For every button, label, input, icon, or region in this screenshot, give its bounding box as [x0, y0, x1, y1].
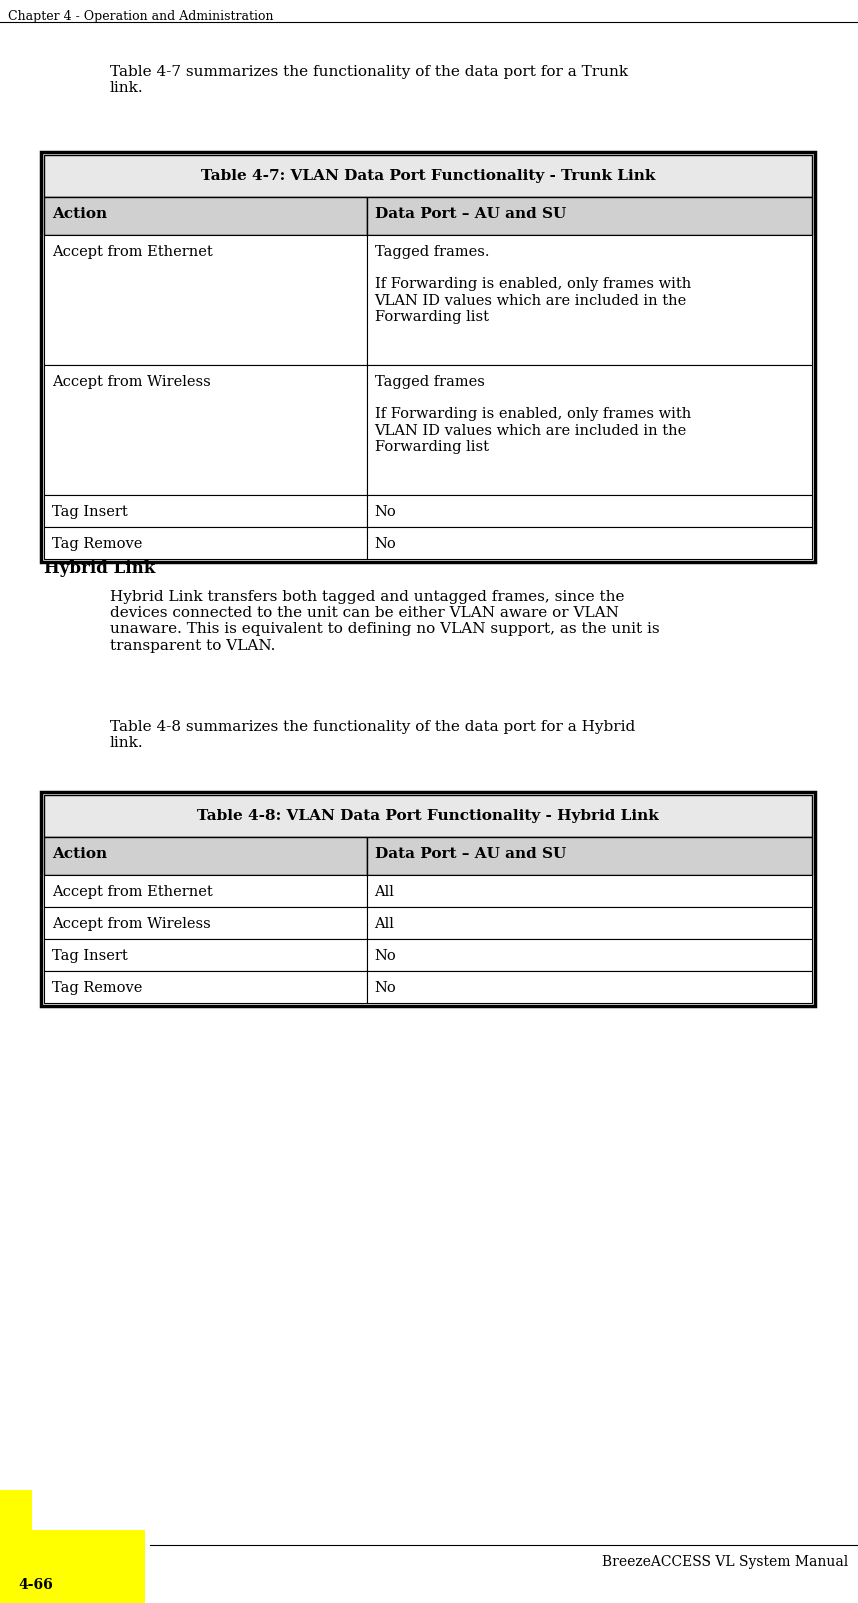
Bar [366, 837, 812, 875]
Bar [366, 875, 812, 907]
Text: Data Port – AU and SU: Data Port – AU and SU [375, 207, 565, 221]
Text: No: No [375, 981, 396, 995]
Bar [366, 907, 812, 939]
Text: Tagged frames

If Forwarding is enabled, only frames with
VLAN ID values which a: Tagged frames If Forwarding is enabled, … [375, 375, 691, 454]
Text: Accept from Wireless: Accept from Wireless [52, 375, 211, 390]
Bar [366, 971, 812, 1003]
Bar [44, 939, 366, 971]
Bar [44, 495, 366, 527]
Bar [41, 792, 815, 1007]
Text: Table 4-8: VLAN Data Port Functionality - Hybrid Link: Table 4-8: VLAN Data Port Functionality … [197, 810, 659, 822]
Bar [0, 1491, 32, 1529]
Bar [366, 365, 812, 495]
Bar [44, 236, 366, 365]
Bar [44, 155, 812, 197]
Text: Tagged frames.

If Forwarding is enabled, only frames with
VLAN ID values which : Tagged frames. If Forwarding is enabled,… [375, 245, 691, 324]
Text: Chapter 4 - Operation and Administration: Chapter 4 - Operation and Administration [8, 10, 274, 22]
Bar [366, 236, 812, 365]
Bar [44, 365, 366, 495]
Text: Hybrid Link: Hybrid Link [44, 559, 155, 577]
Text: No: No [375, 505, 396, 519]
Bar [44, 971, 366, 1003]
Text: Table 4-8 summarizes the functionality of the data port for a Hybrid
link.: Table 4-8 summarizes the functionality o… [110, 720, 635, 750]
Text: Accept from Ethernet: Accept from Ethernet [52, 885, 213, 899]
Bar [44, 795, 812, 837]
Text: All: All [375, 917, 395, 931]
Text: Hybrid Link transfers both tagged and untagged frames, since the
devices connect: Hybrid Link transfers both tagged and un… [110, 590, 660, 652]
Bar [41, 152, 815, 563]
Bar [366, 197, 812, 236]
Text: Data Port – AU and SU: Data Port – AU and SU [375, 846, 565, 861]
Text: Table 4-7 summarizes the functionality of the data port for a Trunk
link.: Table 4-7 summarizes the functionality o… [110, 66, 628, 95]
Text: Action: Action [52, 207, 107, 221]
Text: No: No [375, 949, 396, 963]
Text: Accept from Wireless: Accept from Wireless [52, 917, 211, 931]
Bar [44, 907, 366, 939]
Bar [45, 155, 811, 558]
Text: Tag Remove: Tag Remove [52, 981, 142, 995]
Bar [366, 495, 812, 527]
Bar [44, 875, 366, 907]
Bar [44, 837, 366, 875]
Text: No: No [375, 537, 396, 551]
Bar [45, 797, 811, 1002]
Text: All: All [375, 885, 395, 899]
Text: Table 4-7: VLAN Data Port Functionality - Trunk Link: Table 4-7: VLAN Data Port Functionality … [201, 168, 656, 183]
Bar [44, 197, 366, 236]
Text: BreezeACCESS VL System Manual: BreezeACCESS VL System Manual [601, 1555, 848, 1569]
Bar [366, 527, 812, 559]
Bar [44, 527, 366, 559]
Bar [0, 1529, 145, 1603]
Text: Tag Insert: Tag Insert [52, 505, 128, 519]
Text: Tag Remove: Tag Remove [52, 537, 142, 551]
Text: Action: Action [52, 846, 107, 861]
Text: Accept from Ethernet: Accept from Ethernet [52, 245, 213, 260]
Bar [366, 939, 812, 971]
Text: 4-66: 4-66 [18, 1577, 52, 1592]
Text: Tag Insert: Tag Insert [52, 949, 128, 963]
